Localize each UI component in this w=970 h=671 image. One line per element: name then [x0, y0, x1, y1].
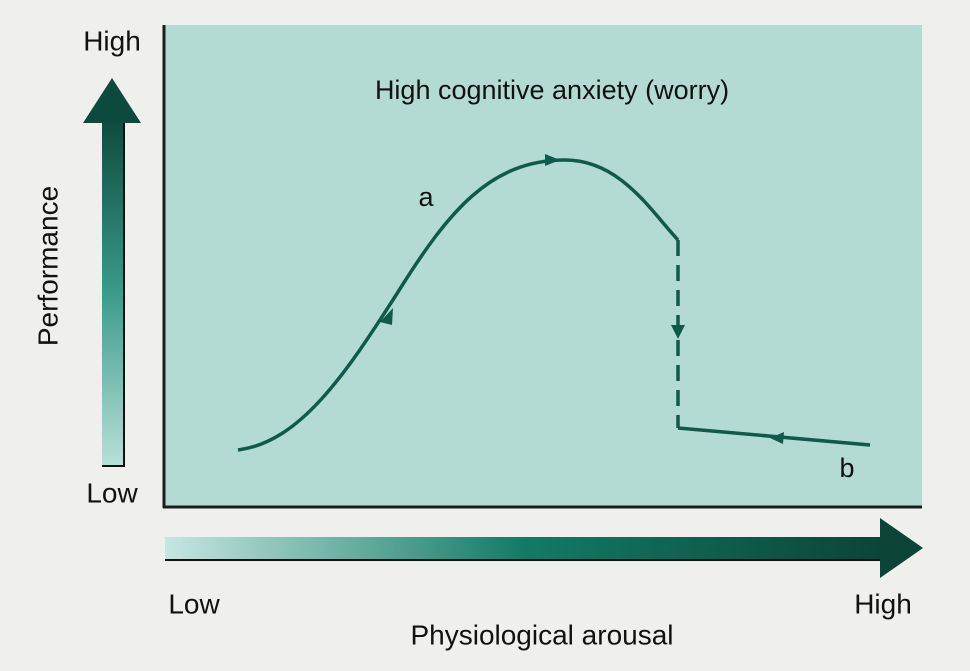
performance-curve	[237, 158, 680, 452]
x-high-label: High	[854, 588, 912, 619]
y-high-label: High	[83, 25, 141, 56]
panel-title: High cognitive anxiety (worry)	[375, 75, 729, 105]
x-arrow-head	[880, 518, 923, 578]
curve-arrow	[545, 154, 560, 166]
y-arrow-shaft	[102, 118, 124, 466]
x-arrow-shaft	[165, 537, 883, 560]
x-low-label: Low	[168, 588, 220, 619]
y-arrow-head	[83, 78, 141, 123]
curve-arrow	[380, 308, 393, 325]
curve-label: a	[418, 182, 434, 212]
x-axis-label: Physiological arousal	[410, 619, 673, 650]
curve-label: b	[839, 453, 854, 483]
curve-arrow	[770, 432, 784, 444]
y-axis-label: Performance	[32, 186, 63, 346]
y-arrow-outline	[102, 118, 125, 467]
y-low-label: Low	[86, 477, 138, 508]
curve-arrow	[671, 325, 685, 339]
